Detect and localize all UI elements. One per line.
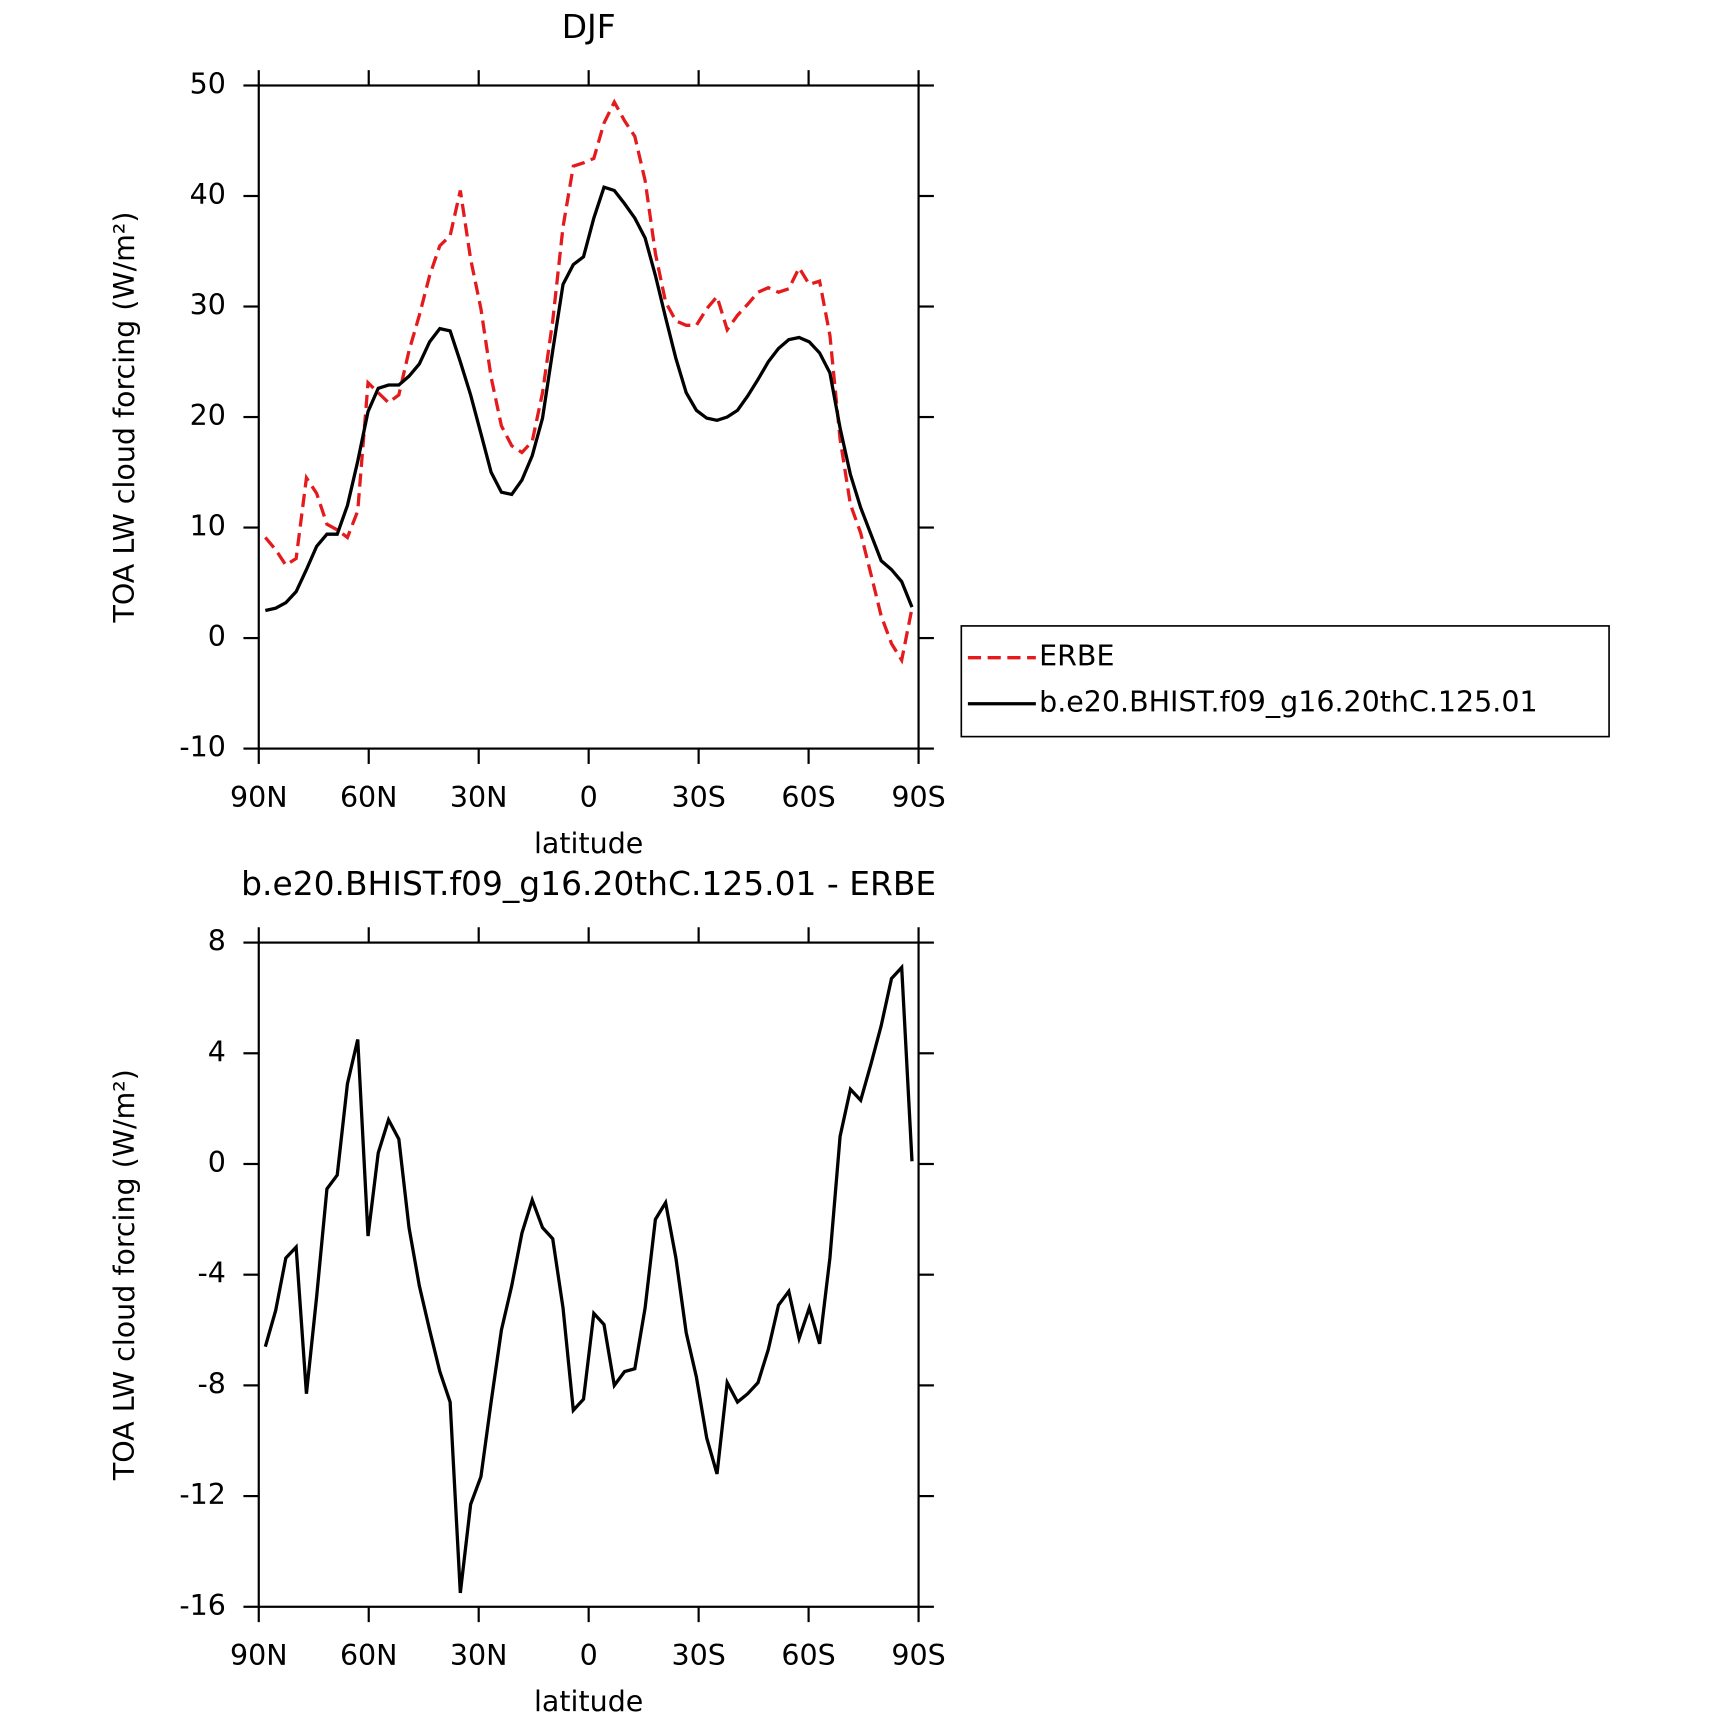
y-axis-label: TOA LW cloud forcing (W/m²) xyxy=(108,212,141,624)
y-tick-label: 40 xyxy=(190,178,226,211)
chart-title: b.e20.BHIST.f09_g16.20thC.125.01 - ERBE xyxy=(241,864,936,903)
legend-box xyxy=(960,625,1610,738)
x-tick-label: 90N xyxy=(230,1639,288,1672)
y-tick-label: -16 xyxy=(179,1589,226,1622)
y-tick-label: -8 xyxy=(197,1367,225,1400)
x-tick-label: 30N xyxy=(450,1639,508,1672)
x-tick-label: 60S xyxy=(781,1639,835,1672)
x-tick-label: 0 xyxy=(580,781,598,814)
legend-label: ERBE xyxy=(1039,640,1114,673)
x-tick-label: 30S xyxy=(671,781,725,814)
series-line xyxy=(264,185,914,613)
x-tick-label: 90S xyxy=(891,1639,945,1672)
x-tick-label: 0 xyxy=(580,1639,598,1672)
x-tick-label: 60N xyxy=(340,781,398,814)
x-tick-label: 90N xyxy=(230,781,288,814)
y-tick-label: 20 xyxy=(190,399,226,432)
y-tick-label: 30 xyxy=(190,289,226,322)
y-tick-label: 0 xyxy=(208,620,226,653)
x-tick-label: 60N xyxy=(340,1639,398,1672)
y-tick-label: 50 xyxy=(190,67,226,100)
x-axis-label: latitude xyxy=(534,827,643,860)
chart-title: DJF xyxy=(562,7,616,46)
y-tick-label: 0 xyxy=(208,1146,226,1179)
series-line xyxy=(264,98,914,665)
x-tick-label: 30S xyxy=(671,1639,725,1672)
y-tick-label: 10 xyxy=(190,510,226,543)
y-tick-label: -10 xyxy=(179,731,226,764)
legend-label: b.e20.BHIST.f09_g16.20thC.125.01 xyxy=(1039,686,1537,719)
x-tick-label: 90S xyxy=(891,781,945,814)
plot-frame xyxy=(257,84,920,750)
y-tick-label: -4 xyxy=(197,1257,225,1290)
series-line xyxy=(263,963,914,1594)
x-tick-label: 60S xyxy=(781,781,835,814)
y-tick-label: 4 xyxy=(208,1035,226,1068)
x-tick-label: 30N xyxy=(450,781,508,814)
x-axis-label: latitude xyxy=(534,1685,643,1712)
y-tick-label: -12 xyxy=(179,1478,226,1511)
y-axis-label: TOA LW cloud forcing (W/m²) xyxy=(108,1069,141,1481)
y-tick-label: 8 xyxy=(208,925,226,958)
